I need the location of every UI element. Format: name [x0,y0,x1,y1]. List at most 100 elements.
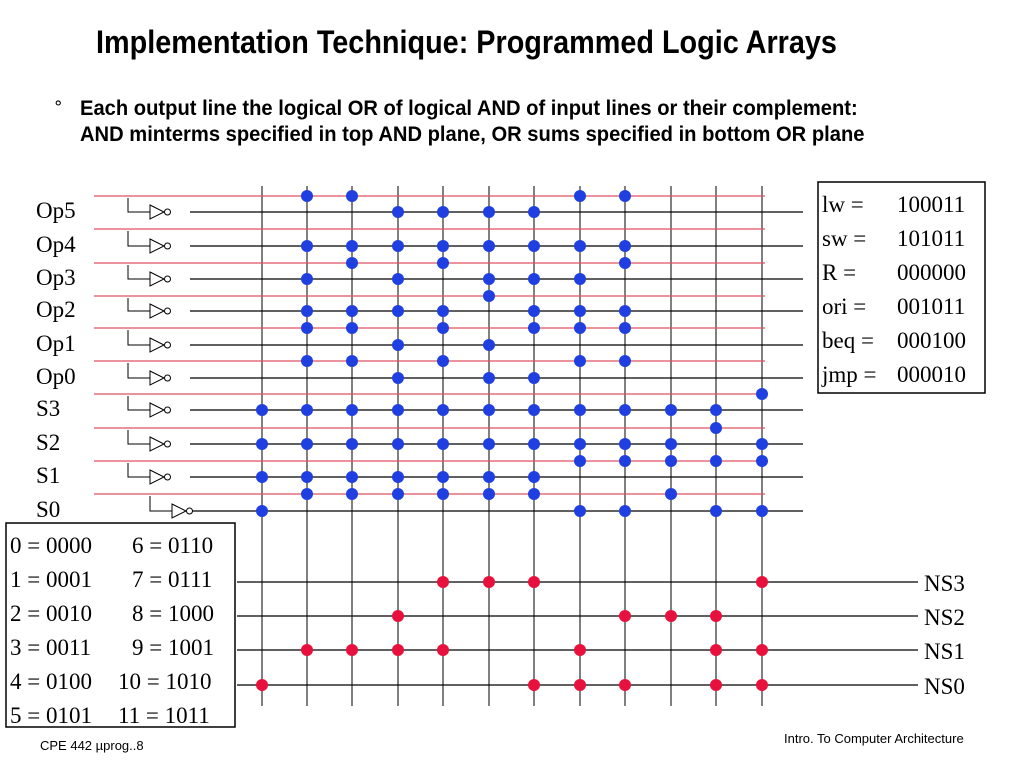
and-plane-dot [437,488,449,500]
and-plane-dot [346,404,358,416]
and-plane-dot [346,471,358,483]
inverter-wire-s3 [127,396,150,411]
output-label-ns3: NS3 [924,571,965,596]
and-plane-dot [483,206,495,218]
and-plane-dot [619,240,631,252]
state-code-entry: 4 = 0100 [10,669,92,694]
input-label-s2: S2 [36,430,60,455]
inverter-triangle-op0 [149,370,166,386]
and-plane-dot [574,404,586,416]
state-code-entry: 2 = 0010 [10,601,92,626]
state-code-entry: 0 = 0000 [10,533,92,558]
inverter-bubble-op5 [164,208,171,216]
inverter-triangle-s1 [149,469,166,485]
inverter-bubble-op2 [164,307,171,315]
and-plane-dot [256,404,268,416]
and-plane-dot [346,305,358,317]
and-plane-dot [619,455,631,467]
or-plane-dot [392,644,404,656]
inverter-triangle-op2 [149,303,166,319]
and-plane-dot [574,190,586,202]
and-plane-dot [619,505,631,517]
and-plane-dot [483,290,495,302]
inverter-triangle-op5 [149,204,166,220]
and-plane-dot [346,438,358,450]
and-plane-dot [301,322,313,334]
and-plane-dot [574,355,586,367]
and-plane-dot [483,240,495,252]
input-label-op3: Op3 [36,265,76,290]
input-label-s3: S3 [36,396,60,421]
and-plane-dot [528,404,540,416]
output-label-ns0: NS0 [924,674,965,699]
and-plane-dot [301,190,313,202]
state-code-entry: 7 = 0111 [132,567,212,592]
and-plane-dot [392,240,404,252]
and-plane-dot [574,305,586,317]
and-plane-dot [346,322,358,334]
inverter-wire-op0 [127,363,150,379]
state-code-entry: 10 = 1010 [118,669,211,694]
and-plane-dot [301,305,313,317]
and-plane-dot [619,404,631,416]
and-plane-dot [619,355,631,367]
and-plane-dot [574,455,586,467]
and-plane-dot [756,505,768,517]
inverter-triangle-op1 [149,337,166,353]
or-plane-dot [437,644,449,656]
and-plane-dot [392,404,404,416]
or-plane-dot [346,644,358,656]
and-plane-dot [346,190,358,202]
and-plane-dot [619,190,631,202]
opcode-name: sw = [822,226,866,251]
and-plane-dot [301,438,313,450]
and-plane-dot [437,404,449,416]
and-plane-dot [483,471,495,483]
and-plane-dot [665,488,677,500]
inverter-bubble-op1 [164,341,171,349]
opcode-value: 100011 [897,192,965,217]
and-plane-dot [528,471,540,483]
inverter-triangle-op3 [149,271,166,287]
and-plane-dot [574,322,586,334]
or-plane-dot [756,576,768,588]
or-plane-dot [392,610,404,622]
and-plane-dot [528,305,540,317]
and-plane-dot [528,438,540,450]
and-plane-dot [483,339,495,351]
or-plane-dot [665,610,677,622]
and-plane-dot [437,471,449,483]
input-label-op0: Op0 [36,364,76,389]
or-plane-dot [756,679,768,691]
or-plane-dot [528,576,540,588]
and-plane-dot [574,505,586,517]
and-plane-dot [392,273,404,285]
bullet-text: Each output line the logical OR of logic… [80,97,865,146]
and-plane-dot [619,305,631,317]
and-plane-dot [301,240,313,252]
and-plane-dot [301,355,313,367]
inverter-bubble-s2 [164,440,171,448]
state-code-entry: 1 = 0001 [10,567,92,592]
and-plane-dot [483,273,495,285]
and-plane-dot [301,404,313,416]
and-plane-dot [392,339,404,351]
or-plane-dot [301,644,313,656]
and-plane-dot [483,438,495,450]
and-plane-dot [528,488,540,500]
state-code-entry: 5 = 0101 [10,703,92,728]
output-label-ns2: NS2 [924,605,965,630]
and-plane-dot [483,404,495,416]
or-plane-dot [256,679,268,691]
or-plane-dot [710,610,722,622]
inverter-wire-op2 [127,298,150,312]
and-plane-dot [346,355,358,367]
and-plane-dot [756,455,768,467]
and-plane-dot [392,372,404,384]
inverter-triangle-s3 [149,402,166,418]
opcode-value: 101011 [897,226,965,251]
opcode-name: R = [822,260,856,285]
and-plane-dot [483,488,495,500]
inverter-bubble-s0 [186,507,193,515]
and-plane-dot [574,273,586,285]
